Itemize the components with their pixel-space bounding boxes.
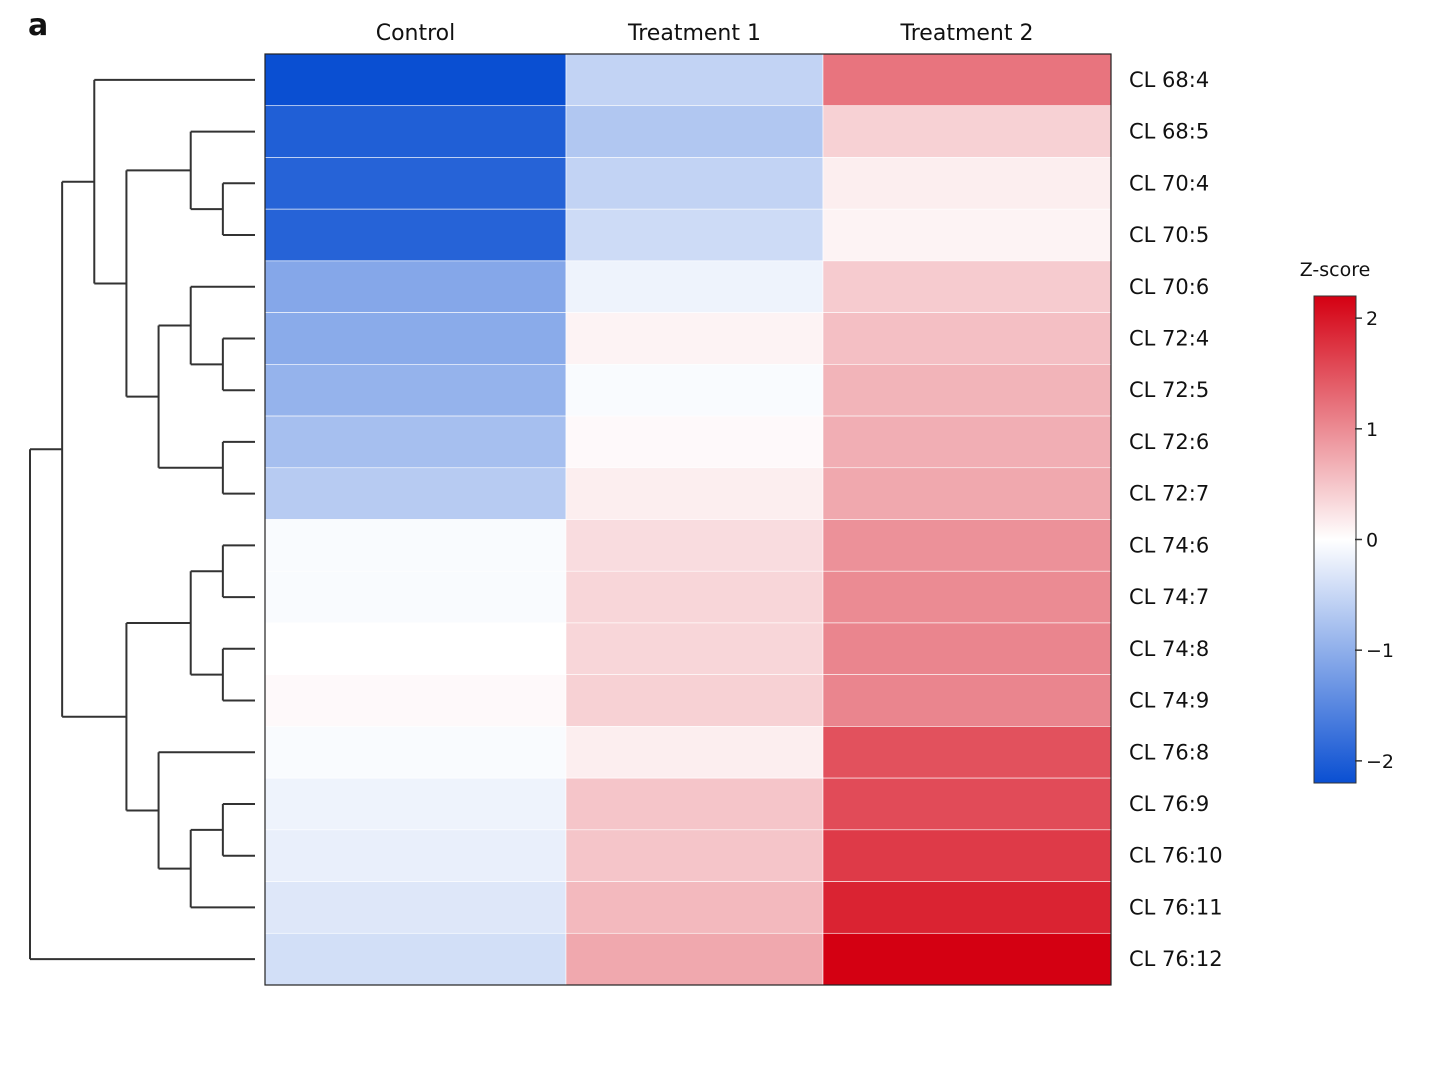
row-label: CL 70:6 — [1129, 275, 1209, 299]
row-label: CL 72:4 — [1129, 326, 1209, 350]
heatmap-cells — [264, 53, 1112, 986]
heatmap-cell — [822, 415, 1112, 469]
heatmap-cell — [565, 570, 824, 624]
row-dendrogram — [29, 78, 255, 961]
heatmap-cell — [565, 415, 824, 469]
heatmap-cell — [565, 105, 824, 158]
heatmap-border — [264, 53, 1112, 986]
heatmap-cell — [565, 932, 824, 986]
colorbar — [1313, 295, 1357, 784]
heatmap-cell — [565, 208, 824, 262]
column-label: Treatment 2 — [900, 21, 1034, 46]
row-label: CL 68:4 — [1129, 68, 1209, 92]
heatmap-cell — [264, 881, 567, 934]
heatmap-cell — [822, 208, 1112, 262]
colorbar-tick-label: −2 — [1366, 751, 1394, 773]
colorbar-tick-label: 1 — [1366, 419, 1378, 441]
heatmap-cell — [822, 570, 1112, 624]
heatmap-cell — [565, 881, 824, 934]
row-label: CL 74:6 — [1129, 533, 1209, 557]
row-label: CL 72:5 — [1129, 378, 1209, 402]
column-labels: Control Treatment 1 Treatment 2 — [376, 21, 1034, 46]
heatmap-cell — [565, 467, 824, 520]
row-label: CL 76:8 — [1129, 740, 1209, 764]
heatmap-cell — [264, 570, 567, 624]
heatmap-cell — [264, 932, 567, 986]
heatmap-cell — [565, 519, 824, 572]
column-label: Control — [376, 21, 456, 46]
heatmap-cell — [565, 622, 824, 675]
colorbar-legend: Z-score 2 1 0 −1 −2 — [1300, 259, 1394, 784]
heatmap-cell — [822, 53, 1112, 107]
row-label: CL 76:12 — [1129, 947, 1223, 971]
row-label: CL 74:9 — [1129, 689, 1209, 713]
heatmap-cell — [264, 105, 567, 158]
heatmap-cell — [565, 260, 824, 313]
heatmap-cell — [565, 726, 824, 779]
heatmap-cell — [565, 53, 824, 107]
heatmap-cell — [264, 726, 567, 779]
heatmap-cell — [822, 881, 1112, 934]
colorbar-tick-label: 2 — [1366, 308, 1378, 330]
heatmap-cell — [264, 364, 567, 417]
heatmap-cell — [264, 622, 567, 675]
heatmap-cell — [822, 312, 1112, 365]
heatmap-cell — [264, 415, 567, 469]
heatmap-cell — [822, 674, 1112, 727]
row-label: CL 76:11 — [1129, 895, 1223, 919]
heatmap-cell — [822, 157, 1112, 210]
heatmap-cell — [822, 622, 1112, 675]
colorbar-ticks: 2 1 0 −1 −2 — [1355, 308, 1394, 773]
column-label: Treatment 1 — [627, 21, 761, 46]
heatmap-cell — [565, 157, 824, 210]
legend-title: Z-score — [1300, 259, 1371, 281]
row-label: CL 70:4 — [1129, 171, 1209, 195]
heatmap-cell — [264, 829, 567, 882]
heatmap-cell — [264, 312, 567, 365]
heatmap-cell — [565, 777, 824, 831]
heatmap-cell — [822, 467, 1112, 520]
heatmap-cell — [822, 260, 1112, 313]
row-label: CL 72:6 — [1129, 430, 1209, 454]
heatmap-cell — [822, 777, 1112, 831]
heatmap-cell — [822, 829, 1112, 882]
row-label: CL 74:7 — [1129, 585, 1209, 609]
heatmap-cell — [565, 829, 824, 882]
heatmap-cell — [822, 519, 1112, 572]
colorbar-tick-label: 0 — [1366, 530, 1378, 552]
heatmap-cell — [822, 364, 1112, 417]
row-label: CL 76:10 — [1129, 844, 1223, 868]
row-labels: CL 68:4 CL 68:5 CL 70:4 CL 70:5 CL 70:6 CL 72… — [1129, 68, 1223, 971]
heatmap-cell — [264, 777, 567, 831]
panel-label: a — [28, 8, 48, 43]
row-label: CL 68:5 — [1129, 120, 1209, 144]
row-label: CL 76:9 — [1129, 792, 1209, 816]
heatmap-cell — [264, 674, 567, 727]
row-label: CL 70:5 — [1129, 223, 1209, 247]
heatmap-cell — [565, 674, 824, 727]
heatmap-cell — [565, 312, 824, 365]
heatmap-cell — [822, 105, 1112, 158]
heatmap-cell — [264, 53, 567, 107]
heatmap-cell — [822, 726, 1112, 779]
heatmap-cell — [264, 208, 567, 262]
heatmap-cell — [264, 467, 567, 520]
heatmap-cell — [264, 519, 567, 572]
row-label: CL 72:7 — [1129, 482, 1209, 506]
heatmap-cell — [264, 260, 567, 313]
heatmap-cell — [822, 932, 1112, 986]
colorbar-tick-label: −1 — [1366, 640, 1394, 662]
heatmap-cell — [264, 157, 567, 210]
row-label: CL 74:8 — [1129, 637, 1209, 661]
heatmap-cell — [565, 364, 824, 417]
